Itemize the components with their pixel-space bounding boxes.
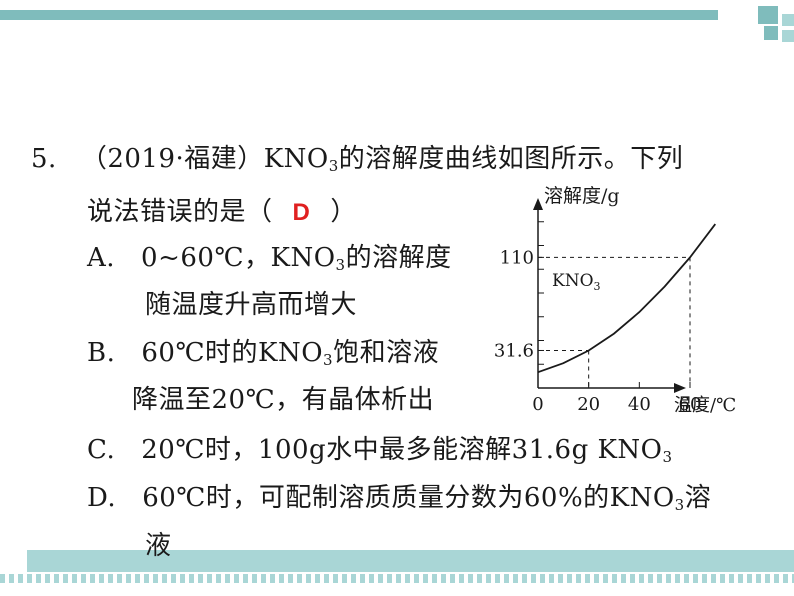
option-d-text-post: 溶: [684, 483, 712, 513]
stem-close-paren: ）: [330, 197, 357, 227]
option-d-sub: 3: [674, 496, 685, 514]
option-c-text: 20℃时，100g水中最多能溶解31.6g KNO: [141, 435, 663, 465]
option-b-sub: 3: [323, 351, 334, 369]
option-d-line-2: 液: [145, 531, 172, 561]
y-axis-label: 溶解度/g: [544, 185, 620, 207]
option-d-text: 60℃时，可配制溶质质量分数为60%的KNO: [142, 483, 675, 513]
header-bar: [0, 10, 718, 20]
kno3-solubility-curve: [537, 223, 717, 374]
option-b-text: 60℃时的KNO: [141, 338, 324, 368]
corner-decoration: [758, 6, 794, 42]
stem-text: 的溶解度曲线如图所示。下列: [338, 144, 684, 174]
option-a-line-1: A. 0~60℃，KNO3的溶解度: [87, 242, 452, 274]
stem-formula-sub: 3: [328, 157, 339, 175]
question-line-2: 说法错误的是（ D ）: [87, 196, 357, 229]
option-c-sub: 3: [662, 448, 673, 466]
option-b-line-2: 降温至20℃，有晶体析出: [132, 385, 435, 415]
option-d-line-1: D. 60℃时，可配制溶质质量分数为60%的KNO3溶: [87, 482, 711, 514]
y-axis-arrow: [533, 198, 543, 210]
x-axis-arrow: [674, 383, 686, 393]
x-tick-label: 40: [628, 394, 651, 415]
series-label: KNO3: [552, 271, 601, 293]
answer-mark: D: [292, 199, 311, 226]
footer-bar: [27, 550, 794, 572]
solubility-chart: 溶解度/g 温度/℃ 0 20 40 60 31.6 110 KNO3: [494, 185, 736, 416]
stem-text-2: 说法错误的是（: [87, 197, 273, 227]
option-b-text-post: 饱和溶液: [333, 338, 440, 368]
option-b-line-1: B. 60℃时的KNO3饱和溶液: [87, 337, 439, 369]
option-c-line: C. 20℃时，100g水中最多能溶解31.6g KNO3: [87, 434, 673, 466]
x-tick-label: 20: [577, 394, 600, 415]
option-a-line-2: 随温度升高而增大: [145, 290, 358, 320]
option-d-letter: D.: [87, 483, 117, 513]
question-source: （2019·福建）: [80, 144, 264, 174]
stem-formula: KNO: [263, 144, 329, 174]
option-b-letter: B.: [87, 338, 116, 368]
x-axis-label: 温度/℃: [674, 395, 736, 416]
option-c-letter: C.: [87, 435, 116, 465]
footer-stripe: [0, 574, 794, 583]
x-tick-label: 0: [532, 394, 543, 415]
question-number: 5.: [31, 144, 57, 174]
option-a-text: 0~60℃，KNO: [141, 243, 336, 273]
option-a-letter: A.: [87, 243, 116, 273]
y-tick-label: 31.6: [494, 340, 534, 361]
y-tick-label: 110: [500, 247, 534, 268]
option-a-sub: 3: [335, 256, 346, 274]
option-a-text-post: 的溶解度: [345, 243, 452, 273]
x-tick-label: 60: [679, 394, 702, 415]
question-line-1: 5. （2019·福建）KNO3的溶解度曲线如图所示。下列: [31, 143, 683, 175]
